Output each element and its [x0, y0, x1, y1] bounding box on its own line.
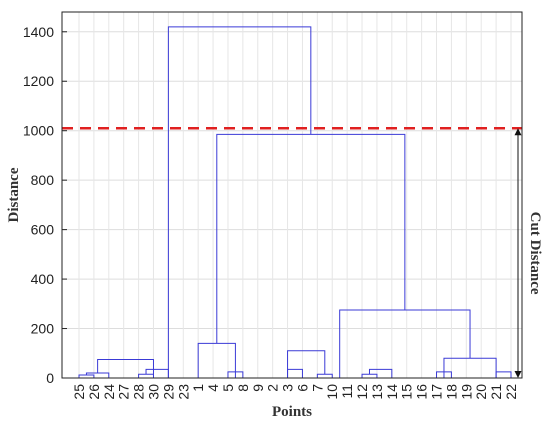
cut-distance-arrow: [514, 128, 522, 378]
x-tick-label: 12: [354, 384, 370, 400]
y-tick-label: 600: [31, 222, 55, 238]
x-tick-label: 28: [131, 384, 147, 400]
dendrogram-link: [368, 368, 393, 378]
grid-lines: [62, 12, 522, 379]
x-tick-label: 1: [190, 384, 206, 392]
y-axis-title: Distance: [6, 167, 22, 222]
plot-frame: [61, 11, 523, 379]
x-tick-label: 5: [220, 384, 236, 392]
y-tick-label: 800: [31, 172, 55, 188]
dendrogram-link: [197, 342, 236, 378]
x-tick-label: 13: [369, 384, 385, 400]
x-tick-label: 3: [280, 384, 296, 392]
x-tick-label: 29: [160, 384, 176, 400]
dendrogram-link: [138, 373, 154, 378]
dendrogram-link: [495, 371, 512, 378]
cut-distance-label: Cut Distance: [527, 212, 543, 295]
dendrogram-link: [316, 373, 333, 378]
dendrogram-link: [97, 358, 154, 378]
dendrogram-link: [287, 368, 303, 378]
x-tick-label: 9: [250, 384, 266, 392]
dendrogram-link: [361, 373, 378, 378]
x-tick-label: 21: [488, 384, 504, 400]
x-axis-tick-labels: 2526242728302923145892367101112131415161…: [71, 384, 519, 400]
arrow-head-down: [514, 371, 522, 378]
x-tick-label: 24: [101, 384, 117, 400]
x-tick-label: 2: [265, 384, 281, 392]
x-tick-label: 7: [309, 384, 325, 392]
x-tick-label: 11: [339, 384, 355, 399]
x-tick-label: 14: [384, 384, 400, 400]
x-tick-label: 8: [235, 384, 251, 392]
x-axis-title: Points: [272, 404, 312, 420]
x-tick-label: 17: [429, 384, 445, 400]
y-tick-label: 1400: [23, 24, 54, 40]
x-tick-label: 19: [458, 384, 474, 400]
x-tick-label: 15: [399, 384, 415, 400]
x-tick-label: 26: [86, 384, 102, 400]
y-tick-label: 0: [46, 370, 54, 386]
dendrogram-link: [145, 368, 169, 378]
y-tick-label: 400: [31, 271, 55, 287]
x-tick-label: 10: [324, 384, 340, 400]
x-tick-label: 16: [414, 384, 430, 400]
y-tick-label: 1200: [23, 73, 54, 89]
dendrogram-link: [339, 309, 471, 378]
arrow-head-up: [514, 128, 522, 136]
x-tick-label: 25: [71, 384, 87, 400]
y-axis-ticks: 0 200 400 600 800 1000 1200 1400: [23, 24, 67, 386]
dendrogram-links: [78, 26, 512, 378]
x-tick-label: 22: [503, 384, 519, 400]
x-tick-label: 4: [205, 384, 221, 392]
dendrogram-link: [287, 350, 326, 378]
x-tick-label: 6: [294, 384, 310, 392]
y-tick-label: 200: [31, 321, 55, 337]
x-tick-label: 27: [116, 384, 132, 400]
y-tick-label: 1000: [23, 123, 54, 139]
dendrogram-link: [167, 26, 312, 378]
x-tick-label: 23: [175, 384, 191, 400]
x-tick-label: 18: [443, 384, 459, 400]
x-tick-label: 30: [145, 384, 161, 400]
x-tick-label: 20: [473, 384, 489, 400]
